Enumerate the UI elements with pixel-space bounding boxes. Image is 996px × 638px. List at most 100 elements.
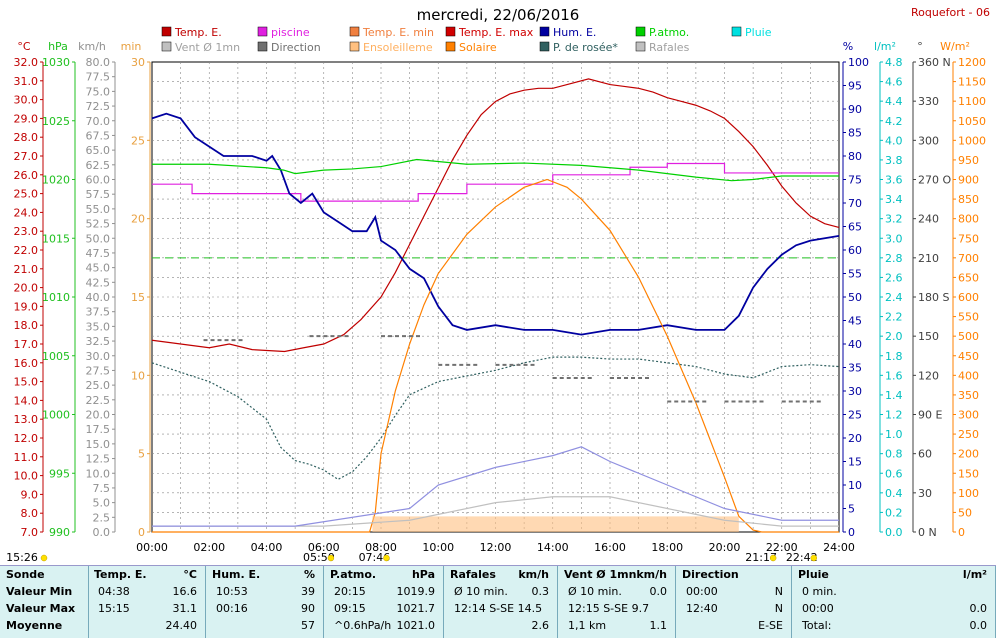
series-line-piscine <box>152 162 839 202</box>
tick-label-pct: 55 <box>848 268 862 281</box>
tick-label-wm2: 850 <box>958 193 979 206</box>
tick-label-pct: 80 <box>848 150 862 163</box>
tick-label-deg: 360 N <box>918 56 951 69</box>
legend-swatch <box>161 26 172 37</box>
column-title: Temp. E. <box>94 568 147 581</box>
tick-label-pct: 15 <box>848 456 862 469</box>
tick-label-wm2: 0 <box>958 526 965 539</box>
tick-label-kmh: 52.5 <box>86 218 111 231</box>
table-column: Temp. E. °C 04:38 16.6 15:15 31.1 24.40 <box>88 566 206 638</box>
tick-label-kmh: 25.0 <box>86 379 111 392</box>
tick-label-lm2: 3.4 <box>885 193 903 206</box>
tick-label-lm2: 3.0 <box>885 232 903 245</box>
tick-label-wm2: 500 <box>958 330 979 343</box>
legend-label: Temp. E. min <box>362 26 434 39</box>
cell-value: E-SE <box>758 619 783 632</box>
sun-icon <box>327 554 335 562</box>
tick-label-wm2: 1150 <box>958 76 986 89</box>
cell-value: 1021.0 <box>396 619 436 632</box>
tick-label-kmh: 22.5 <box>86 394 111 407</box>
tick-label-pct: 60 <box>848 244 862 257</box>
tick-label-pct: 30 <box>848 385 862 398</box>
series-line-vent-mn <box>152 496 839 527</box>
cell-left: Ø 10 min. <box>568 585 622 598</box>
tick-label-lm2: 2.4 <box>885 291 903 304</box>
tick-label-temp: 25.0 <box>14 188 39 201</box>
tick-label-pct: 25 <box>848 409 862 422</box>
tick-label-kmh: 77.5 <box>86 71 111 84</box>
tick-label-lm2: 1.0 <box>885 428 903 441</box>
tick-label-kmh: 2.5 <box>93 511 111 524</box>
tick-label-lm2: 2.6 <box>885 271 903 284</box>
tick-label-min: 25 <box>131 134 145 147</box>
tick-label-deg: 300 <box>918 134 939 147</box>
series-line-p-de-ros-e- <box>151 356 840 481</box>
sun-mark-label: 07:46 <box>359 551 391 564</box>
sun-mark-label: 15:26 <box>6 551 38 564</box>
axes: 7.0 8.0 9.0 10.0 11.0 12.0 13.0 14.0 15.0 16.0 17.… <box>14 40 987 554</box>
column-title: P.atmo. <box>330 568 377 581</box>
tick-label-kmh: 0.0 <box>93 526 111 539</box>
cell-value: 31.1 <box>172 602 198 615</box>
tick-label-deg: 30 <box>918 487 932 500</box>
tick-label-deg: 330 <box>918 95 939 108</box>
row-header: Moyenne <box>6 619 63 632</box>
tick-label-lm2: 1.2 <box>885 409 903 422</box>
tick-label-pct: 70 <box>848 197 862 210</box>
series-line-solaire <box>152 178 839 533</box>
axis-unit-pct: % <box>843 40 853 53</box>
legend-label: Solaire <box>459 41 497 54</box>
tick-label-min: 20 <box>131 213 145 226</box>
tick-label-kmh: 60.0 <box>86 174 111 187</box>
tick-label-kmh: 75.0 <box>86 85 111 98</box>
tick-label-hpa: 1015 <box>42 232 70 245</box>
cell-value: 39 <box>301 585 315 598</box>
axis-unit-kmh: km/h <box>78 40 106 53</box>
cell-left: 09:15 <box>334 602 366 615</box>
tick-label-lm2: 1.6 <box>885 369 903 382</box>
tick-label-lm2: 2.8 <box>885 252 903 265</box>
tick-label-lm2: 3.6 <box>885 174 903 187</box>
tick-label-hpa: 1025 <box>42 115 70 128</box>
table-column: Hum. E.% 10:53 39 00:16 90 57 <box>206 566 324 638</box>
x-tick-label: 18:00 <box>651 541 683 554</box>
gridlines <box>152 62 839 532</box>
legend-label: Temp. E. <box>174 26 222 39</box>
tick-label-wm2: 1050 <box>958 115 986 128</box>
axis-unit-lm2: l/m² <box>874 40 896 53</box>
cell-left: 00:16 <box>216 602 248 615</box>
table-column: Pluie l/m² 0 min. 00:00 0.0 Total: 0.0 <box>792 566 996 638</box>
tick-label-temp: 10.0 <box>14 470 39 483</box>
tick-label-wm2: 1200 <box>958 56 986 69</box>
tick-label-kmh: 50.0 <box>86 232 111 245</box>
cell-left: 00:00 <box>686 585 718 598</box>
cell-value: 16.6 <box>172 585 198 598</box>
cell-left: 04:38 <box>98 585 130 598</box>
tick-label-temp: 24.0 <box>14 206 39 219</box>
tick-label-kmh: 27.5 <box>86 364 111 377</box>
column-unit: l/m² <box>962 568 987 581</box>
tick-label-wm2: 150 <box>958 467 979 480</box>
tick-label-temp: 22.0 <box>14 244 39 257</box>
cell-value: 0.0 <box>649 585 668 598</box>
tick-label-wm2: 1000 <box>958 134 986 147</box>
legend-label: Ensoleilleme <box>363 41 433 54</box>
x-tick-label: 00:00 <box>136 541 168 554</box>
tick-label-lm2: 4.0 <box>885 134 903 147</box>
cell-value: 1019.9 <box>396 585 436 598</box>
tick-label-kmh: 35.0 <box>86 320 111 333</box>
tick-label-deg: 60 <box>918 448 932 461</box>
tick-label-lm2: 4.4 <box>885 95 903 108</box>
column-title: Hum. E. <box>212 568 261 581</box>
legend-swatch <box>635 41 646 52</box>
cell-value: 0.0 <box>969 602 988 615</box>
tick-label-wm2: 50 <box>958 506 972 519</box>
tick-label-lm2: 0.2 <box>885 506 903 519</box>
tick-label-wm2: 950 <box>958 154 979 167</box>
series-line-rafales <box>152 446 839 527</box>
axis-unit-hpa: hPa <box>48 40 68 53</box>
table-column: Vent Ø 1mn km/h Ø 10 min. 0.0 12:15 S-SE 9.7… <box>558 566 676 638</box>
axis-unit-min: min <box>121 40 142 53</box>
legend-swatch <box>349 26 360 37</box>
cell-value: 1.1 <box>649 619 668 632</box>
